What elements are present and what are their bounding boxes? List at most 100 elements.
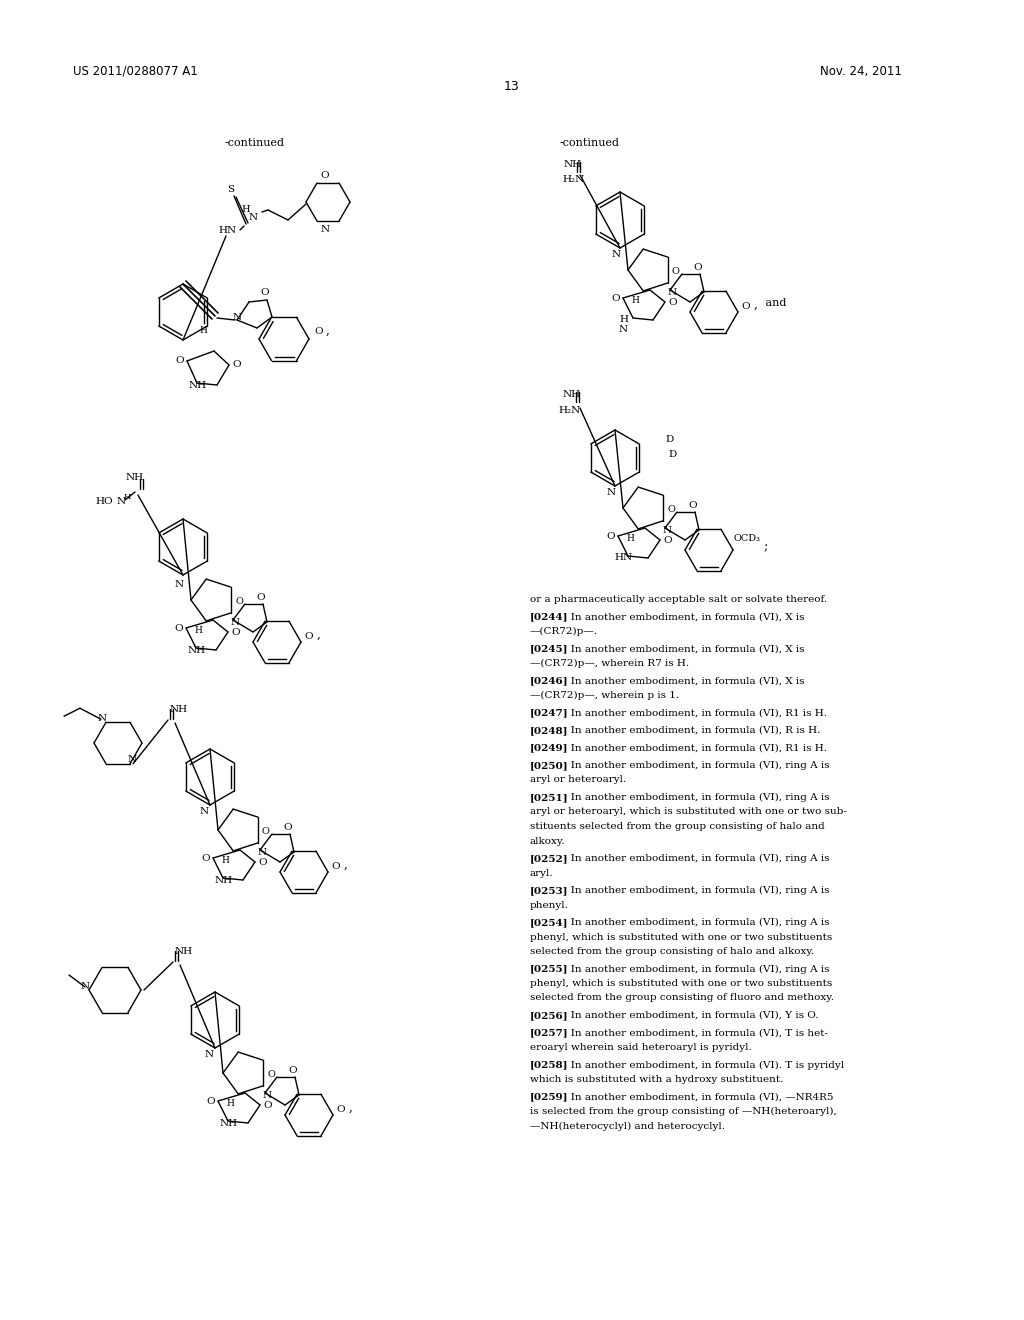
Text: ,: , [344,858,348,871]
Text: N: N [607,488,616,498]
Text: which is substituted with a hydroxy substituent.: which is substituted with a hydroxy subs… [530,1074,783,1084]
Text: N: N [81,982,90,991]
Text: H: H [199,326,207,335]
Text: O: O [668,298,677,308]
Text: N: N [128,755,137,764]
Text: N: N [175,579,184,589]
Text: O: O [741,302,750,312]
Text: O: O [201,854,210,863]
Text: -continued: -continued [560,139,620,148]
Text: 13: 13 [504,81,520,92]
Text: In another embodiment, in formula (VI), ring A is: In another embodiment, in formula (VI), … [561,793,829,803]
Text: In another embodiment, in formula (VI), X is: In another embodiment, in formula (VI), … [561,644,805,653]
Text: NH: NH [220,1119,239,1129]
Text: [0256]: [0256] [530,1011,568,1020]
Text: selected from the group consisting of fluoro and methoxy.: selected from the group consisting of fl… [530,994,834,1002]
Text: In another embodiment, in formula (VI), T is het-: In another embodiment, in formula (VI), … [561,1028,828,1038]
Text: ,: , [754,298,758,312]
Text: eroaryl wherein said heteroaryl is pyridyl.: eroaryl wherein said heteroaryl is pyrid… [530,1043,752,1052]
Text: OCD₃: OCD₃ [733,535,760,543]
Text: N: N [233,313,242,322]
Text: [0246]: [0246] [530,676,568,685]
Text: US 2011/0288077 A1: US 2011/0288077 A1 [73,65,198,78]
Text: O: O [689,502,697,510]
Text: H
N: H N [618,315,628,334]
Text: In another embodiment, in formula (VI), ring A is: In another embodiment, in formula (VI), … [561,917,829,927]
Text: [0254]: [0254] [530,917,568,927]
Text: N: N [249,213,258,222]
Text: N: N [117,498,126,506]
Text: O: O [258,858,266,867]
Text: [0255]: [0255] [530,965,568,974]
Text: NH: NH [563,389,581,399]
Text: O: O [257,593,265,602]
Text: In another embodiment, in formula (VI), R1 is H.: In another embodiment, in formula (VI), … [561,743,827,752]
Text: ;: ; [764,540,768,553]
Text: H: H [124,492,131,502]
Text: ,: , [317,628,321,642]
Text: H: H [194,626,202,635]
Text: O: O [314,327,323,337]
Text: N: N [263,1092,272,1100]
Text: H: H [631,296,639,305]
Text: [0247]: [0247] [530,709,568,718]
Text: O: O [174,624,182,634]
Text: —(CR72)p—.: —(CR72)p—. [530,627,598,636]
Text: H: H [242,205,250,214]
Text: In another embodiment, in formula (VI). T is pyridyl: In another embodiment, in formula (VI). … [561,1060,845,1069]
Text: is selected from the group consisting of —NH(heteroaryl),: is selected from the group consisting of… [530,1107,837,1117]
Text: In another embodiment, in formula (VI), ring A is: In another embodiment, in formula (VI), … [561,854,829,863]
Text: In another embodiment, in formula (VI), —NR4R5: In another embodiment, in formula (VI), … [561,1093,834,1101]
Text: HN: HN [614,553,632,562]
Text: —NH(heterocyclyl) and heterocyclyl.: —NH(heterocyclyl) and heterocyclyl. [530,1122,725,1131]
Text: N: N [663,525,672,535]
Text: O: O [672,267,680,276]
Text: N: N [200,807,209,816]
Text: aryl.: aryl. [530,869,554,878]
Text: N: N [668,288,677,297]
Text: —(CR72)p—, wherein R7 is H.: —(CR72)p—, wherein R7 is H. [530,659,689,668]
Text: In another embodiment, in formula (VI), ring A is: In another embodiment, in formula (VI), … [561,965,829,974]
Text: N: N [231,618,240,627]
Text: N: N [321,224,330,234]
Text: O: O [284,822,292,832]
Text: NH: NH [189,381,207,389]
Text: [0257]: [0257] [530,1028,568,1038]
Text: aryl or heteroaryl, which is substituted with one or two sub-: aryl or heteroaryl, which is substituted… [530,808,847,817]
Text: O: O [693,263,702,272]
Text: O: O [667,506,675,513]
Text: O: O [267,1071,274,1078]
Text: O: O [261,288,269,297]
Text: aryl or heteroaryl.: aryl or heteroaryl. [530,776,627,784]
Text: H: H [626,535,634,543]
Text: O: O [231,628,240,638]
Text: selected from the group consisting of halo and alkoxy.: selected from the group consisting of ha… [530,946,814,956]
Text: O: O [321,172,330,180]
Text: O: O [606,532,614,541]
Text: phenyl, which is substituted with one or two substituents: phenyl, which is substituted with one or… [530,979,833,987]
Text: NH: NH [170,705,188,714]
Text: alkoxy.: alkoxy. [530,837,565,846]
Text: O: O [232,360,241,370]
Text: NH: NH [564,160,582,169]
Text: —(CR72)p—, wherein p is 1.: —(CR72)p—, wherein p is 1. [530,690,679,700]
Text: N: N [612,249,622,259]
Text: O: O [263,1101,271,1110]
Text: In another embodiment, in formula (VI), ring A is: In another embodiment, in formula (VI), … [561,762,829,770]
Text: H: H [221,855,229,865]
Text: In another embodiment, in formula (VI), R is H.: In another embodiment, in formula (VI), … [561,726,820,735]
Text: [0245]: [0245] [530,644,568,653]
Text: O: O [336,1105,345,1114]
Text: NH: NH [175,946,194,956]
Text: and: and [762,298,786,308]
Text: Nov. 24, 2011: Nov. 24, 2011 [820,65,902,78]
Text: In another embodiment, in formula (VI), X is: In another embodiment, in formula (VI), … [561,676,805,685]
Text: H₂N: H₂N [558,407,581,414]
Text: phenyl.: phenyl. [530,900,569,909]
Text: In another embodiment, in formula (VI), X is: In another embodiment, in formula (VI), … [561,612,805,622]
Text: H: H [226,1100,233,1107]
Text: In another embodiment, in formula (VI), R1 is H.: In another embodiment, in formula (VI), … [561,709,827,718]
Text: [0244]: [0244] [530,612,568,622]
Text: S: S [227,185,234,194]
Text: ,: , [349,1101,353,1114]
